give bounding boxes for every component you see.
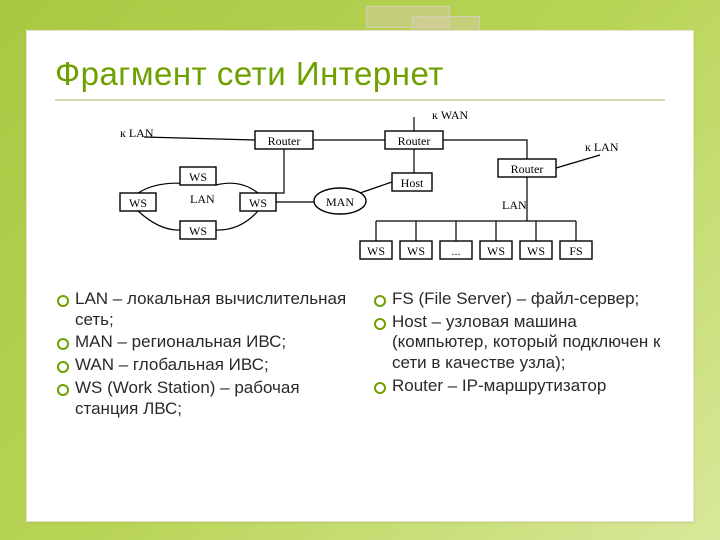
node-label: MAN: [326, 195, 354, 209]
edge: [360, 182, 392, 193]
definitions-left-col: LAN – локальная вычислительная сеть;MAN …: [55, 289, 348, 421]
node-label: FS: [569, 244, 582, 258]
definition-item: Host – узловая машина (компьютер, которы…: [372, 312, 665, 374]
page-title: Фрагмент сети Интернет: [55, 55, 665, 101]
plain-label: к LAN: [585, 140, 619, 154]
node-label: Host: [401, 176, 424, 190]
definition-item: FS (File Server) – файл-сервер;: [372, 289, 665, 310]
node-label: ...: [452, 244, 461, 258]
node-label: WS: [189, 170, 207, 184]
definition-item: MAN – региональная ИВС;: [55, 332, 348, 353]
edge: [556, 155, 600, 168]
definition-item: WS (Work Station) – рабочая станция ЛВС;: [55, 378, 348, 419]
node-label: Router: [398, 134, 431, 148]
node-label: WS: [367, 244, 385, 258]
definition-item: LAN – локальная вычислительная сеть;: [55, 289, 348, 330]
network-diagram: к LANRouterRouterк WANRouterк LANWSWSWSW…: [80, 109, 640, 277]
definitions-left-list: LAN – локальная вычислительная сеть;MAN …: [55, 289, 348, 419]
node-label: WS: [189, 224, 207, 238]
node-label: WS: [407, 244, 425, 258]
plain-label: LAN: [190, 192, 215, 206]
definitions-columns: LAN – локальная вычислительная сеть;MAN …: [55, 289, 665, 421]
definitions-right-list: FS (File Server) – файл-сервер;Host – уз…: [372, 289, 665, 397]
edge: [443, 140, 527, 159]
definition-item: WAN – глобальная ИВС;: [55, 355, 348, 376]
edge: [138, 211, 180, 230]
plain-label: LAN: [502, 198, 527, 212]
node-label: WS: [487, 244, 505, 258]
edge: [216, 183, 258, 193]
diagram-container: к LANRouterRouterк WANRouterк LANWSWSWSW…: [55, 109, 665, 277]
definition-item: Router – IP-маршрутизатор: [372, 376, 665, 397]
definitions-right-col: FS (File Server) – файл-сервер;Host – уз…: [372, 289, 665, 421]
plain-label: к LAN: [120, 126, 154, 140]
slide-card: Фрагмент сети Интернет к LAN Router Router…: [26, 30, 694, 522]
node-label: WS: [129, 196, 147, 210]
plain-label: к WAN: [432, 109, 468, 122]
edge: [276, 149, 284, 193]
node-label: WS: [527, 244, 545, 258]
node-label: WS: [249, 196, 267, 210]
node-label: Router: [511, 162, 544, 176]
node-label: Router: [268, 134, 301, 148]
edge: [216, 211, 258, 230]
edge: [144, 137, 255, 140]
